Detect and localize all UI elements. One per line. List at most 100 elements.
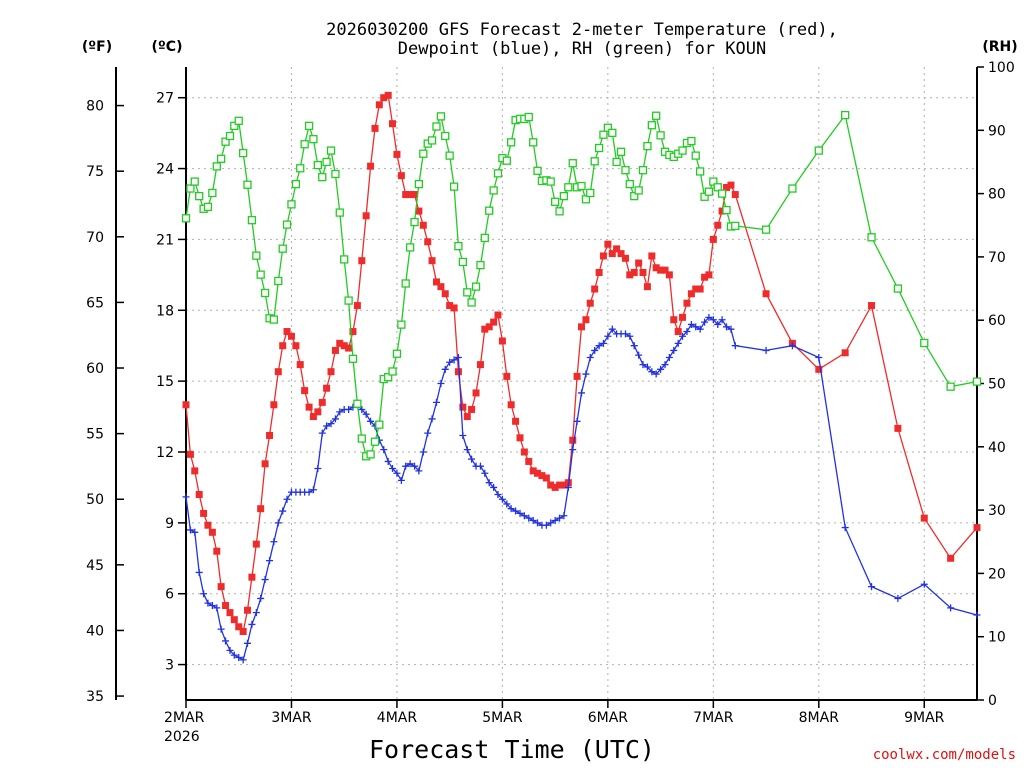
dewpoint-point xyxy=(204,599,212,607)
rh-point xyxy=(340,255,349,264)
rh-point xyxy=(656,131,665,140)
dewpoint-point xyxy=(657,365,665,373)
source-credit: coolwx.com/models xyxy=(873,747,1016,763)
temperature-point xyxy=(538,472,546,480)
temperature-point xyxy=(498,337,506,345)
temperature-point xyxy=(375,101,383,109)
temperature-point xyxy=(648,252,656,260)
dewpoint-point xyxy=(463,446,471,454)
dewpoint-point xyxy=(709,316,717,324)
fahrenheit-tick-label: 60 xyxy=(86,361,104,377)
temperature-point xyxy=(186,450,194,458)
rh-point xyxy=(524,112,533,122)
rh-point xyxy=(397,320,406,329)
dewpoint-point xyxy=(762,346,770,354)
temperature-point xyxy=(551,483,559,491)
rh-point xyxy=(190,177,199,186)
temperature-point xyxy=(894,424,902,432)
dewpoint-point xyxy=(261,576,269,584)
temperature-point xyxy=(336,339,344,347)
temperature-point xyxy=(252,540,260,548)
rh-point xyxy=(761,225,771,234)
temperature-point xyxy=(406,191,414,199)
rh-point xyxy=(195,191,204,201)
dewpoint-point xyxy=(630,342,638,350)
dewpoint-point xyxy=(411,462,419,470)
temperature-point xyxy=(490,318,498,326)
dewpoint-point xyxy=(331,415,339,423)
rh-tick-label: 30 xyxy=(988,503,1006,519)
dewpoint-point xyxy=(679,332,687,340)
dewpoint-point xyxy=(556,514,564,522)
dewpoint-point xyxy=(547,519,555,527)
rh-point xyxy=(643,141,652,151)
temperature-point xyxy=(182,401,190,409)
temperature-point xyxy=(446,302,454,310)
rh-point xyxy=(463,288,472,297)
fahrenheit-tick-label: 55 xyxy=(86,427,104,443)
temperature-point xyxy=(599,252,607,260)
dewpoint-point xyxy=(415,467,423,475)
temperature-point xyxy=(468,405,476,413)
temperature-point xyxy=(815,365,823,373)
x-tick-label: 8MAR xyxy=(799,710,840,726)
temperature-point xyxy=(920,514,928,522)
rh-point xyxy=(454,241,463,251)
fahrenheit-tick-label: 50 xyxy=(86,492,104,508)
rh-point xyxy=(594,143,604,153)
dewpoint-point xyxy=(648,368,656,376)
dewpoint-point xyxy=(788,342,796,350)
dewpoint-point xyxy=(454,354,462,362)
celsius-tick-label: 3 xyxy=(165,658,174,674)
temperature-point xyxy=(213,547,221,555)
rh-point xyxy=(239,148,248,158)
rh-point xyxy=(489,186,498,195)
dewpoint-point xyxy=(920,580,928,588)
temperature-point xyxy=(459,403,467,411)
temperature-point xyxy=(503,372,511,380)
rh-point xyxy=(384,373,393,382)
temperature-point xyxy=(520,448,528,456)
dewpoint-point xyxy=(226,646,234,654)
temperature-point xyxy=(235,623,243,631)
dewpoint-point xyxy=(599,339,607,347)
temperature-point xyxy=(868,302,876,310)
temperature-point xyxy=(437,283,445,291)
dewpoint-point xyxy=(266,557,274,565)
temperature-point xyxy=(723,183,731,191)
x-tick-label: 5MAR xyxy=(482,710,523,726)
rh-point xyxy=(348,354,358,363)
temperature-point xyxy=(507,401,515,409)
temperature-point xyxy=(454,368,462,376)
rh-point xyxy=(221,137,230,146)
temperature-point xyxy=(621,254,629,262)
dewpoint-point xyxy=(305,488,313,496)
dewpoint-point xyxy=(432,398,440,406)
temperature-point xyxy=(973,524,981,532)
rh-point xyxy=(247,216,257,225)
temperature-point xyxy=(266,431,274,439)
dewpoint-point xyxy=(314,465,322,473)
temperature-point xyxy=(494,311,502,319)
dewpoint-point xyxy=(389,465,397,473)
dewpoint-point xyxy=(380,446,388,454)
grid-lines xyxy=(185,67,977,700)
dewpoint-point xyxy=(525,514,533,522)
rh-point xyxy=(550,197,560,206)
temperature-point xyxy=(709,235,717,243)
rh-point xyxy=(419,149,428,158)
temperature-point xyxy=(222,602,230,610)
x-tick-label: 3MAR xyxy=(271,710,312,726)
rh-point xyxy=(555,207,564,216)
rh-point xyxy=(507,138,516,147)
dewpoint-point xyxy=(336,408,344,416)
rh-point xyxy=(687,136,696,146)
rh-series-line xyxy=(185,113,978,458)
temperature-point xyxy=(318,398,326,406)
temperature-point xyxy=(687,290,695,298)
dewpoint-point xyxy=(841,524,849,532)
temperature-point xyxy=(516,434,524,442)
temperature-point xyxy=(200,509,208,517)
dewpoint-point xyxy=(257,594,265,602)
